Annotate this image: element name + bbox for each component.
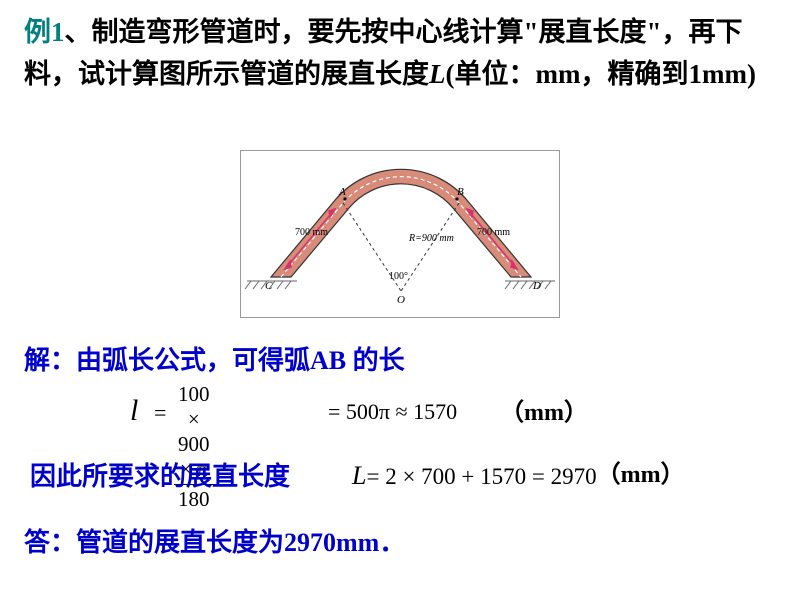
problem-statement: 例1、制造弯形管道时，要先按中心线计算"展直长度"，再下料，试计算图所示管道的展… [24, 12, 770, 96]
example-label: 例1 [24, 17, 65, 47]
label-D: D [532, 280, 541, 292]
unit-mm-1: （mm） [500, 392, 588, 427]
equals-1: = [154, 400, 166, 426]
label-A: A [338, 186, 346, 198]
label-B: B [457, 186, 464, 198]
solution-line-2: 因此所要求的展直长度 [30, 456, 290, 493]
radius-right [401, 203, 459, 291]
unit-mm-2: （mm） [597, 462, 685, 488]
variable-L-2: L [352, 461, 366, 490]
label-R: R=900 mm [408, 233, 454, 244]
solution-line-1: 解：由弧长公式，可得弧AB 的长 [24, 340, 405, 377]
label-angle: 100° [389, 271, 408, 282]
diagram-svg: 700 mm 700 mm R=900 mm 100° A B C D O [241, 151, 561, 319]
pipe-shape [271, 169, 531, 277]
formula-tail: = 500π ≈ 1570 [328, 399, 457, 425]
formula-lhs: l [130, 394, 138, 428]
label-O: O [397, 294, 405, 306]
label-700-right: 700 mm [477, 227, 510, 238]
label-C: C [265, 280, 273, 292]
problem-text-2: (单位：mm，精确到1mm) [446, 59, 756, 89]
formula2-expr: = 2 × 700 + 1570 = 2970 [366, 464, 596, 489]
answer-line: 答：管道的展直长度为2970mm． [24, 522, 405, 559]
label-700-left: 700 mm [295, 227, 328, 238]
pipe-diagram: 700 mm 700 mm R=900 mm 100° A B C D O [240, 150, 560, 318]
variable-L: L [429, 59, 446, 89]
total-length-formula: L= 2 × 700 + 1570 = 2970（mm） [352, 456, 685, 491]
